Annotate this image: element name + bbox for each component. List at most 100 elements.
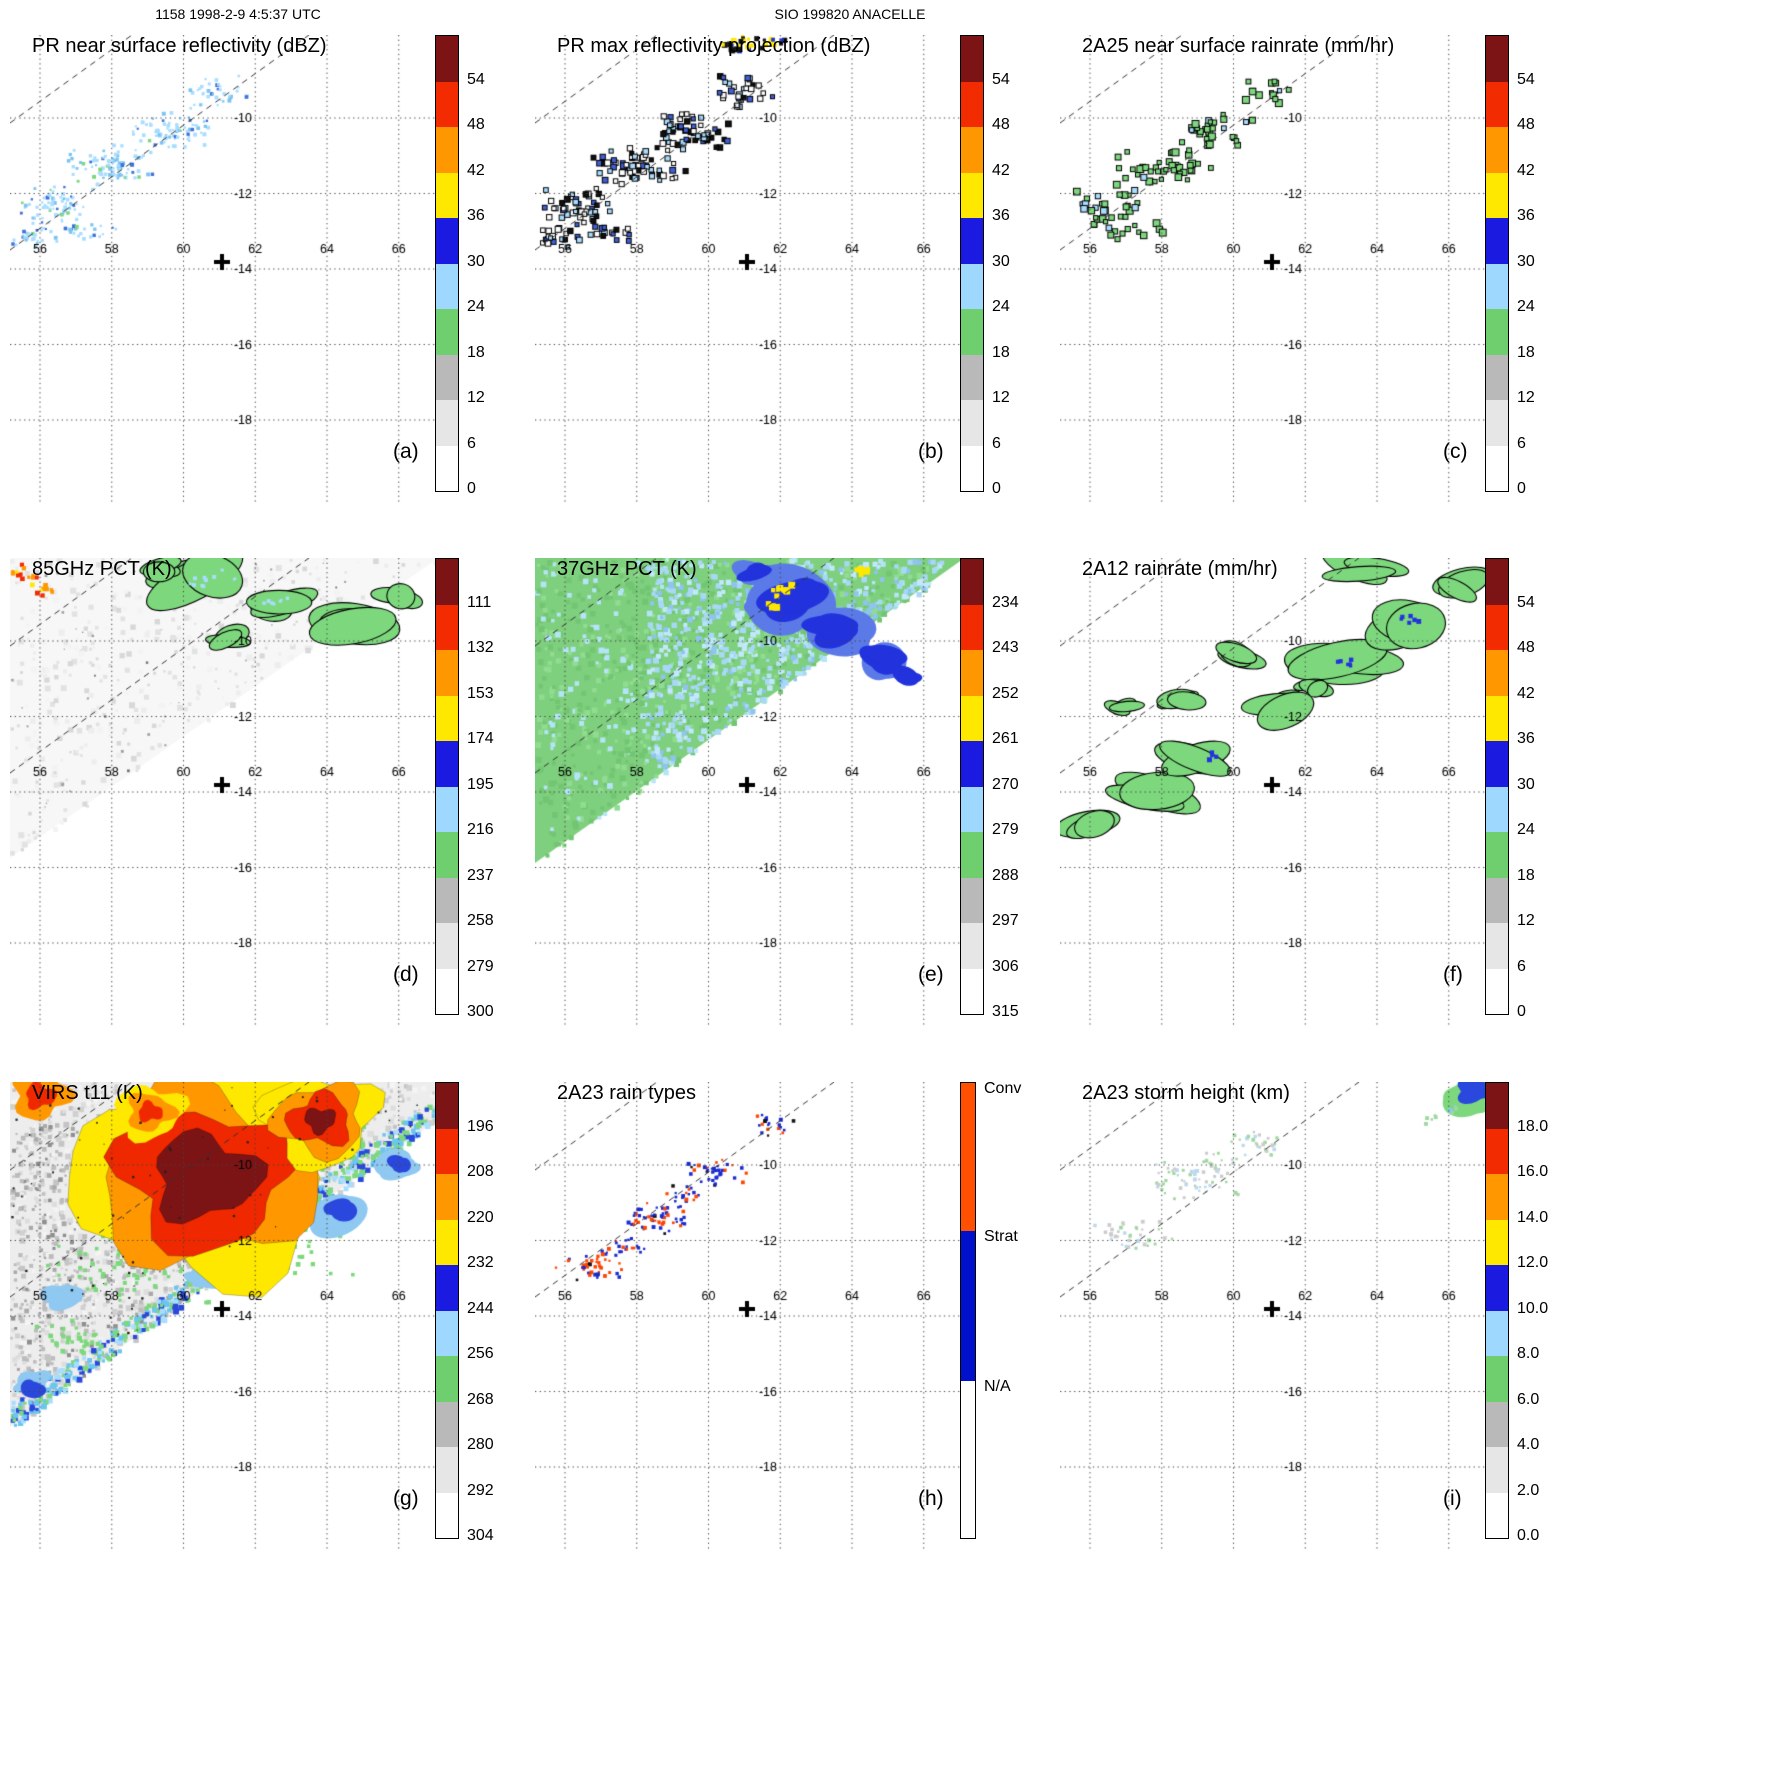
colorbar-segment bbox=[1486, 1447, 1508, 1493]
colorbar-tick-label: 36 bbox=[992, 207, 1010, 224]
colorbar-segment bbox=[436, 968, 458, 1014]
panel-b-colorbar: 54 48 42 36 30 24 18 12 6 0 bbox=[960, 35, 1052, 505]
colorbar-segment bbox=[961, 1083, 975, 1231]
colorbar-tick-label: 48 bbox=[467, 116, 485, 133]
colorbar-tick-label: 54 bbox=[1517, 593, 1535, 611]
colorbar-tick-label: 6 bbox=[1517, 434, 1526, 452]
colorbar-tick-label: 304 bbox=[467, 1527, 494, 1544]
panel-h-title: 2A23 rain types bbox=[557, 1082, 696, 1104]
colorbar-segment bbox=[436, 877, 458, 923]
colorbar-segment bbox=[961, 741, 983, 787]
colorbar-tick-label: 12 bbox=[467, 389, 485, 406]
colorbar-tick-label: 216 bbox=[467, 821, 494, 838]
colorbar-segment bbox=[1486, 81, 1508, 127]
panel-b-letter: (b) bbox=[918, 440, 944, 463]
colorbar-d bbox=[435, 558, 459, 1015]
colorbar-tick-label: 256 bbox=[467, 1345, 494, 1362]
colorbar-segment bbox=[961, 81, 983, 127]
colorbar-tick-label: 24 bbox=[1517, 821, 1535, 838]
colorbar-tick-label: 36 bbox=[1517, 207, 1535, 224]
colorbar-tick-label: 16.0 bbox=[1517, 1163, 1549, 1180]
colorbar-segment bbox=[1486, 1083, 1508, 1129]
colorbar-tick-label: 18.0 bbox=[1517, 1117, 1549, 1135]
colorbar-segment bbox=[1486, 923, 1508, 969]
colorbar-tick-label: 10.0 bbox=[1517, 1299, 1549, 1317]
colorbar-segment bbox=[436, 309, 458, 355]
colorbar-segment bbox=[436, 1128, 458, 1174]
colorbar-tick-label: 258 bbox=[467, 912, 494, 929]
panel-e-title: 37GHz PCT (K) bbox=[557, 558, 697, 580]
colorbar-segment bbox=[961, 309, 983, 355]
colorbar-segment bbox=[1486, 172, 1508, 218]
colorbar-tick-label: 30 bbox=[1517, 252, 1535, 270]
colorbar-segment bbox=[436, 786, 458, 832]
colorbar-tick-label: 232 bbox=[467, 1254, 494, 1271]
colorbar-tick-label: 280 bbox=[467, 1436, 494, 1453]
colorbar-tick-label: 279 bbox=[467, 957, 494, 975]
panel-i-letter: (i) bbox=[1443, 1487, 1462, 1510]
colorbar-segment bbox=[961, 400, 983, 446]
colorbar-tick-label: 54 bbox=[992, 70, 1010, 88]
panel-g: VIRS t11 (K) (g) 196 208 220 232 244 256 268 28… bbox=[10, 1082, 530, 1557]
panel-g-title: VIRS t11 (K) bbox=[32, 1082, 143, 1104]
colorbar-g bbox=[435, 1082, 459, 1539]
colorbar-e bbox=[960, 558, 984, 1015]
colorbar-segment bbox=[1486, 741, 1508, 787]
colorbar-segment bbox=[1486, 786, 1508, 832]
colorbar-tick-label: 306 bbox=[992, 957, 1019, 975]
panel-c-map-canvas bbox=[1060, 35, 1490, 505]
colorbar-tick-label: 0.0 bbox=[1517, 1527, 1540, 1544]
colorbar-b bbox=[960, 35, 984, 492]
colorbar-tick-label: 30 bbox=[1517, 775, 1535, 793]
colorbar-segment bbox=[436, 1083, 458, 1129]
panel-e-colorbar: 234 243 252 261 270 279 288 297 306 315 bbox=[960, 558, 1052, 1028]
colorbar-tick-label: 132 bbox=[467, 639, 494, 656]
colorbar-tick-label: 0 bbox=[1517, 1003, 1526, 1020]
colorbar-segment bbox=[1486, 36, 1508, 82]
colorbar-tick-label: 48 bbox=[992, 116, 1010, 133]
colorbar-segment bbox=[436, 1492, 458, 1538]
panel-a-colorbar: 54 48 42 36 30 24 18 12 6 0 bbox=[435, 35, 527, 505]
colorbar-segment bbox=[961, 650, 983, 696]
panel-e-map-canvas bbox=[535, 558, 965, 1028]
panel-a-title: PR near surface reflectivity (dBZ) bbox=[32, 35, 327, 57]
colorbar-tick-label: 54 bbox=[1517, 70, 1535, 88]
colorbar-tick-label: 244 bbox=[467, 1299, 494, 1317]
colorbar-segment bbox=[436, 1356, 458, 1402]
colorbar-segment bbox=[961, 968, 983, 1014]
colorbar-segment bbox=[961, 172, 983, 218]
panel-d-colorbar: 111 132 153 174 195 216 237 258 279 300 bbox=[435, 558, 527, 1028]
colorbar-segment bbox=[436, 604, 458, 650]
colorbar-tick-label: 42 bbox=[467, 161, 485, 179]
colorbar-tick-label: 270 bbox=[992, 775, 1019, 793]
colorbar-tick-label: Conv bbox=[984, 1080, 1022, 1097]
panel-d-letter: (d) bbox=[393, 963, 419, 986]
storm-id: SIO 199820 ANACELLE bbox=[774, 6, 926, 22]
colorbar-tick-label: 220 bbox=[467, 1208, 494, 1226]
colorbar-c bbox=[1485, 35, 1509, 492]
panel-d-map-canvas bbox=[10, 558, 440, 1028]
colorbar-tick-label: 30 bbox=[467, 252, 485, 270]
colorbar-tick-label: 195 bbox=[467, 775, 494, 793]
colorbar-segment bbox=[961, 263, 983, 309]
colorbar-segment bbox=[436, 127, 458, 173]
colorbar-tick-label: N/A bbox=[984, 1378, 1011, 1395]
panel-i-title: 2A23 storm height (km) bbox=[1082, 1082, 1290, 1104]
colorbar-tick-label: 12 bbox=[992, 389, 1010, 406]
colorbar-segment bbox=[1486, 309, 1508, 355]
colorbar-tick-label: 24 bbox=[1517, 298, 1535, 315]
colorbar-segment bbox=[1486, 263, 1508, 309]
panel-e-letter: (e) bbox=[918, 963, 944, 986]
colorbar-tick-label: 261 bbox=[992, 730, 1019, 747]
colorbar-segment bbox=[436, 1265, 458, 1311]
colorbar-segment bbox=[436, 559, 458, 605]
colorbar-tick-label: 12 bbox=[1517, 389, 1535, 406]
colorbar-segment bbox=[436, 923, 458, 969]
colorbar-segment bbox=[436, 695, 458, 741]
colorbar-segment bbox=[1486, 400, 1508, 446]
panel-g-letter: (g) bbox=[393, 1487, 419, 1510]
colorbar-tick-label: 237 bbox=[467, 866, 494, 884]
colorbar-segment bbox=[436, 354, 458, 400]
colorbar-segment bbox=[436, 172, 458, 218]
panel-f: 2A12 rainrate (mm/hr) (f) 54 48 42 36 30 24 18… bbox=[1060, 558, 1580, 1033]
